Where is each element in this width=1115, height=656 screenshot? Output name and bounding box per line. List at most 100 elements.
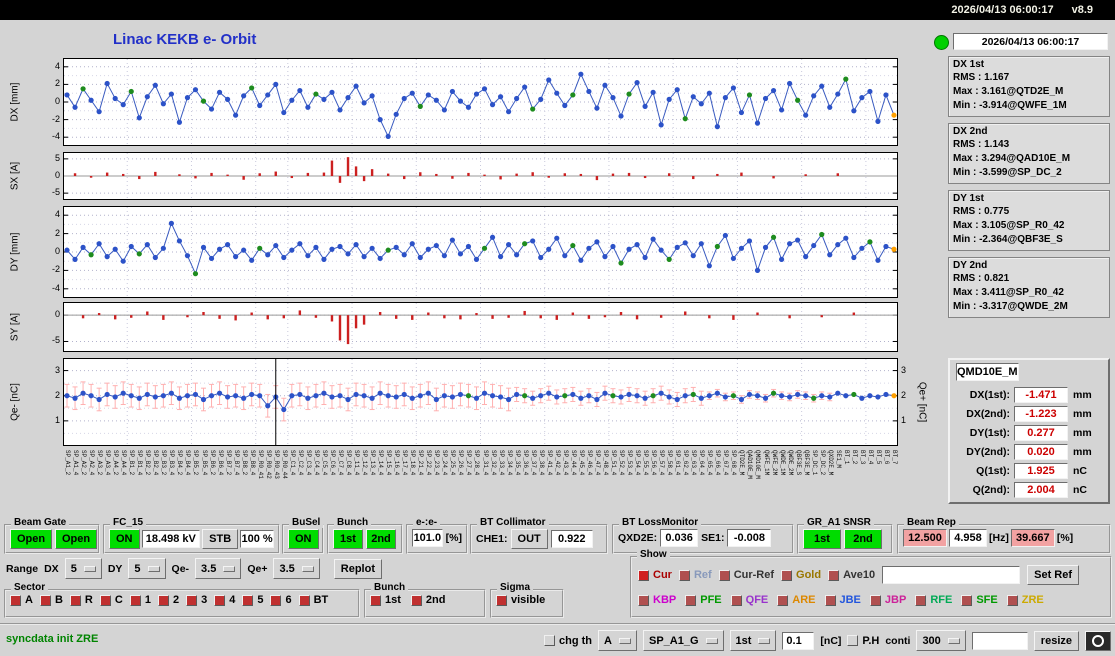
x-axis-label: QWFE_2M	[770, 450, 778, 476]
beam-gate-open-button-1[interactable]: Open	[10, 529, 52, 549]
mode-dropdown[interactable]: A	[598, 630, 637, 651]
show-pfe-checkbox[interactable]: PFE	[685, 594, 722, 606]
sector-4-checkbox[interactable]: 4	[214, 594, 235, 606]
qmd-row-label: Q(1st):	[976, 465, 1010, 477]
rep-dropdown[interactable]: 300	[916, 630, 966, 651]
sector-c-checkbox[interactable]: C	[99, 594, 123, 606]
x-axis-label: SP_36_4	[521, 450, 529, 476]
group-title: Bunch	[371, 582, 409, 593]
show-ave10-checkbox[interactable]: Ave10	[828, 569, 875, 581]
sector-1-checkbox[interactable]: 1	[129, 594, 151, 606]
sector-b-checkbox[interactable]: B	[39, 594, 63, 606]
group-title: Sector	[11, 582, 49, 593]
x-axis-label: QWDE_1M	[778, 450, 786, 476]
busel-on-button[interactable]: ON	[288, 529, 319, 549]
range-qe-plus-dropdown[interactable]: 3.5	[273, 558, 320, 579]
fc15-stb-button[interactable]: STB	[202, 529, 239, 549]
checkbox-label: PFE	[700, 594, 722, 606]
bunch-1st-checkbox[interactable]: 1st	[370, 594, 401, 606]
x-axis-label: SP_B5_2	[192, 450, 200, 476]
checkbox-indicator	[496, 594, 507, 606]
sector-r-checkbox[interactable]: R	[69, 594, 93, 606]
stat-line: Max : 3.105@SP_R0_42	[953, 220, 1065, 231]
show-cur-ref-checkbox[interactable]: Cur-Ref	[718, 569, 774, 581]
conti-label[interactable]: conti	[885, 634, 911, 647]
sigma-group: Sigma visible	[490, 582, 564, 618]
range-dx-dropdown[interactable]: 5	[64, 558, 102, 579]
checkbox-label: 2nd	[425, 594, 446, 606]
sx-orbit-plot	[63, 152, 898, 200]
x-axis-label: SP_38_4	[537, 450, 545, 476]
qmd-row-label: DY(1st):	[969, 427, 1010, 439]
show-sfe-checkbox[interactable]: SFE	[961, 594, 998, 606]
threshold-input[interactable]	[782, 631, 815, 650]
y-tick-label: -4	[51, 282, 60, 293]
x-axis-label: SP_A1_4	[72, 450, 80, 476]
show-jbe-checkbox[interactable]: JBE	[824, 594, 861, 606]
show-zre-checkbox[interactable]: ZRE	[1006, 594, 1044, 606]
x-axis-label: BT_3	[858, 450, 866, 465]
ph-checkbox[interactable]: P.H	[847, 635, 879, 647]
x-axis-label: SP_B3_4	[168, 450, 176, 476]
titlebar: 2026/04/13 06:00:17 v8.9	[0, 0, 1115, 20]
range-row: Range DX 5 DY 5 Qe- 3.5 Qe+ 3.5 Replot	[6, 558, 383, 579]
snsr-2nd-button[interactable]: 2nd	[844, 529, 882, 549]
replot-button[interactable]: Replot	[333, 558, 383, 579]
sigma-visible-checkbox[interactable]: visible	[496, 594, 545, 606]
set-ref-button[interactable]: Set Ref	[1027, 565, 1080, 585]
dropdown-indicator-icon	[705, 637, 718, 644]
sector-bt-checkbox[interactable]: BT	[298, 594, 328, 606]
qmd-title: QMD10E_M	[956, 363, 1019, 381]
sector-5-checkbox[interactable]: 5	[242, 594, 263, 606]
y-tick-label: 1	[54, 414, 60, 425]
x-axis-label: SP_B5_4	[200, 450, 208, 476]
show-qfe-checkbox[interactable]: QFE	[730, 594, 768, 606]
x-axis-label: SP_42_4	[553, 450, 561, 476]
checkbox-indicator	[781, 569, 793, 581]
range-dy-dropdown[interactable]: 5	[128, 558, 166, 579]
qmd-row: Q(2nd): 2.004 nC	[954, 482, 1104, 498]
qe-orbit-plot	[63, 358, 898, 446]
show-gold-checkbox[interactable]: Gold	[781, 569, 821, 581]
bunch-1st-button[interactable]: 1st	[333, 529, 363, 549]
set-ref-input[interactable]	[882, 566, 1021, 584]
chg-th-checkbox[interactable]: chg th	[544, 635, 592, 647]
x-axis-label: SP_R0_42	[264, 450, 272, 479]
bunch-2nd-button[interactable]: 2nd	[366, 529, 396, 549]
snsr-1st-button[interactable]: 1st	[803, 529, 841, 549]
show-ref-checkbox[interactable]: Ref	[678, 569, 712, 581]
titlebar-version: v8.9	[1071, 4, 1093, 16]
show-cur-checkbox[interactable]: Cur	[638, 569, 672, 581]
show-kbp-checkbox[interactable]: KBP	[638, 594, 676, 606]
show-are-checkbox[interactable]: ARE	[777, 594, 816, 606]
fc15-on-button[interactable]: ON	[109, 529, 140, 549]
bpm-dropdown[interactable]: SP_A1_G	[642, 630, 724, 651]
resize-button[interactable]: resize	[1033, 630, 1079, 651]
group-title: BT Collimator	[477, 517, 549, 528]
sector-2-checkbox[interactable]: 2	[157, 594, 180, 606]
y-tick-label: -4	[51, 131, 60, 142]
show-rfe-checkbox[interactable]: RFE	[915, 594, 952, 606]
range-qe-minus-dropdown[interactable]: 3.5	[195, 558, 242, 579]
dropdown-value: 3.5	[201, 562, 217, 575]
x-axis-label: SP_63_4	[690, 450, 698, 476]
checkbox-label: 2	[172, 594, 180, 606]
show-jbp-checkbox[interactable]: JBP	[869, 594, 906, 606]
x-axis-label: SP_B8_4	[248, 450, 256, 476]
beam-gate-open-button-2[interactable]: Open	[55, 529, 97, 549]
statusbar-entry[interactable]	[971, 631, 1028, 650]
x-axis-label: SP_65_4	[706, 450, 714, 476]
bunch-dropdown[interactable]: 1st	[729, 630, 777, 651]
sector-a-checkbox[interactable]: A	[10, 594, 33, 606]
bunch-2nd-checkbox[interactable]: 2nd	[410, 594, 446, 606]
che1-out-button[interactable]: OUT	[510, 529, 548, 549]
y-axis-label: SX [A]	[9, 161, 21, 191]
x-axis-label: SP_B7_2	[224, 450, 232, 476]
qmd-row-value: -1.223	[1014, 406, 1068, 422]
bunch-select-group: Bunch 1st 2nd	[364, 582, 486, 618]
stat-line: Min : -3.914@QWFE_1M	[953, 100, 1067, 111]
screenshot-button[interactable]	[1085, 630, 1111, 651]
sector-3-checkbox[interactable]: 3	[186, 594, 207, 606]
group-title: Beam Rep	[904, 517, 959, 528]
sector-6-checkbox[interactable]: 6	[270, 594, 292, 606]
